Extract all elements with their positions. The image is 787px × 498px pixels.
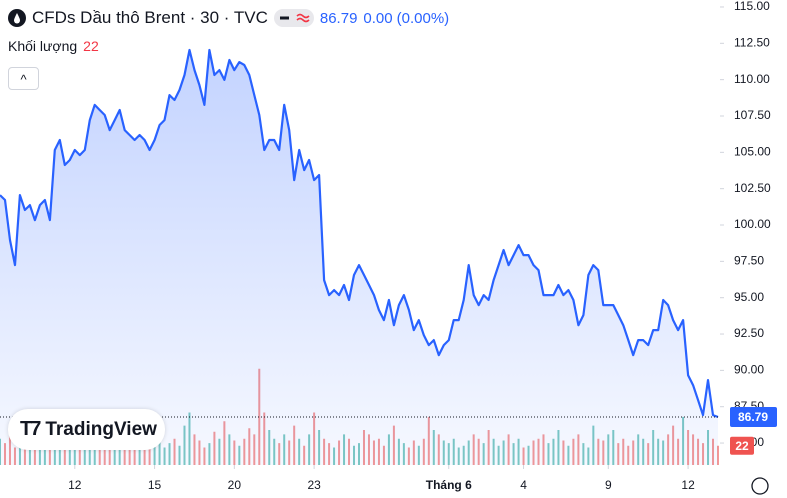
y-tick-label: 105.00 — [734, 145, 771, 159]
collapse-button[interactable]: ^ — [8, 67, 39, 90]
x-tick-label: 20 — [228, 478, 242, 492]
volume-last: 22 — [83, 38, 99, 54]
symbol-icon — [8, 9, 26, 27]
y-tick-label: 100.00 — [734, 217, 771, 231]
volume-tag: 22 — [735, 439, 749, 453]
change: 0.00 — [363, 9, 393, 27]
change-pct: (0.00%) — [396, 9, 450, 27]
settings-icon[interactable] — [751, 477, 769, 495]
logo-text: TradingView — [45, 418, 157, 440]
price-line — [0, 48, 719, 419]
y-tick-label: 107.50 — [734, 108, 771, 122]
last-price: 86.79 — [319, 9, 358, 27]
x-tick-label: 4 — [520, 478, 527, 492]
x-tick-label: Tháng 6 — [426, 478, 472, 492]
y-tick-label: 102.50 — [734, 181, 771, 195]
y-tick-label: 95.00 — [734, 290, 764, 304]
y-tick-label: 92.50 — [734, 326, 764, 340]
pill[interactable] — [273, 9, 314, 27]
x-tick-label: 23 — [307, 478, 321, 492]
symbol-title: CFDs Dầu thô Brent · 30 · TVC — [32, 8, 268, 27]
y-tick-label: 115.00 — [734, 0, 770, 13]
x-tick-label: 15 — [148, 478, 162, 492]
x-tick-label: 12 — [681, 478, 695, 492]
logo: T7 TradingView — [8, 409, 165, 450]
volume-tag-bg — [730, 436, 754, 455]
volume-legend: Khối lượng 22 — [8, 38, 99, 54]
area-fill — [0, 50, 718, 465]
legend-header: CFDs Dầu thô Brent · 30 · TVC 86.79 0.00… — [8, 8, 449, 28]
price-tag: 86.79 — [738, 410, 768, 424]
y-tick-label: 97.50 — [734, 254, 764, 268]
price-tag-bg — [730, 407, 777, 428]
x-tick-label: 12 — [68, 478, 82, 492]
x-tick-label: 9 — [605, 478, 612, 492]
y-tick-label: 112.50 — [734, 35, 770, 49]
y-tick-label: 90.00 — [734, 363, 764, 377]
y-tick-label: 110.00 — [734, 72, 770, 86]
volume-label: Khối lượng — [8, 38, 78, 54]
